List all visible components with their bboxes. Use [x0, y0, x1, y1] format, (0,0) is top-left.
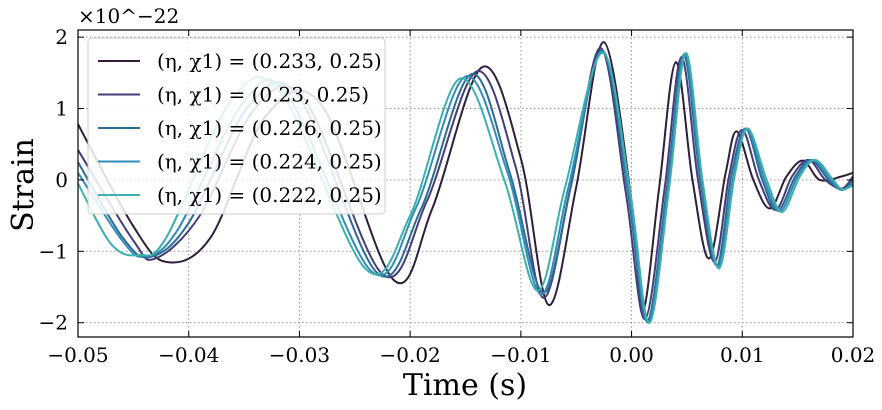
legend-label: (η, χ1) = (0.226, 0.25): [157, 116, 382, 140]
legend-box: [87, 37, 386, 215]
legend-label: (η, χ1) = (0.224, 0.25): [157, 150, 382, 174]
x-axis-label: Time (s): [403, 368, 527, 403]
y-axis-label: Strain: [6, 138, 41, 232]
series-lines: [78, 41, 853, 324]
x-tick-label: −0.02: [379, 343, 440, 367]
y-tick-label: 1: [55, 97, 68, 121]
axis-ticks: −0.05 −0.04 −0.03 −0.02 −0.01 0.00 0.01 0.02 −2 −…: [39, 25, 876, 367]
y-tick-label: 2: [55, 25, 68, 49]
y-tick-label: −1: [39, 239, 68, 263]
legend-label: (η, χ1) = (0.222, 0.25): [157, 183, 382, 207]
legend-label: (η, χ1) = (0.233, 0.25): [157, 49, 382, 73]
x-tick-label: −0.01: [490, 343, 551, 367]
y-tick-label: −2: [39, 311, 68, 335]
x-tick-label: −0.05: [47, 343, 108, 367]
plot-frame: [77, 29, 854, 338]
y-tick-label: 0: [55, 168, 68, 192]
x-tick-label: 0.00: [609, 343, 654, 367]
legend: (η, χ1) = (0.233, 0.25) (η, χ1) = (0.23, …: [87, 37, 386, 215]
x-tick-label: 0.01: [720, 343, 765, 367]
x-tick-label: −0.04: [158, 343, 219, 367]
x-tick-label: 0.02: [831, 343, 876, 367]
y-scale-offset: ×10^−22: [78, 4, 179, 28]
x-tick-label: −0.03: [269, 343, 330, 367]
legend-label: (η, χ1) = (0.23, 0.25): [157, 83, 369, 107]
